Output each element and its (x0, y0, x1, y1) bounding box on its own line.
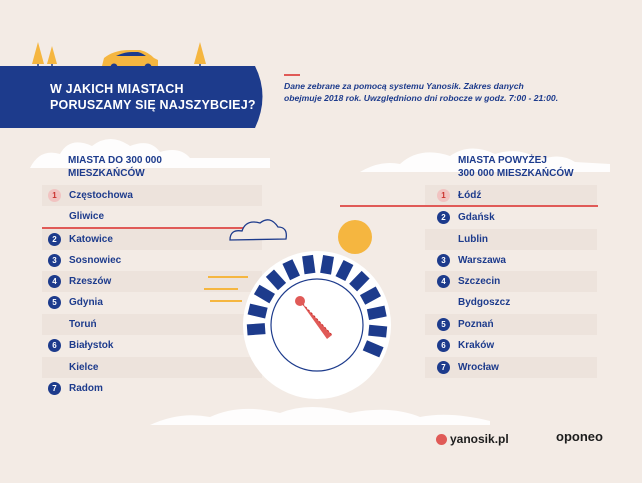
yanosik-logo: yanosik.pl (436, 432, 509, 446)
rank-badge: 7 (437, 361, 450, 374)
page-title-line2: PORUSZAMY SIĘ NAJSZYBCIEJ? (50, 98, 256, 112)
right-highlight-line (340, 205, 598, 207)
left-row-4: 3 Sosnowiec (42, 250, 262, 271)
speedometer-illustration (204, 219, 391, 399)
right-row-9: 7 Wrocław (425, 357, 597, 378)
data-source-note-line2: obejmuje 2018 rok. Uwzględniono dni robo… (284, 93, 559, 103)
right-row-4: 3 Warszawa (425, 250, 597, 271)
city-name: Bydgoszcz (458, 297, 511, 308)
city-name: Częstochowa (69, 190, 133, 201)
right-row-7: 5 Poznań (425, 314, 597, 335)
left-highlight-line (42, 227, 264, 229)
rank-badge: 4 (48, 275, 61, 288)
city-name: Kraków (458, 340, 495, 351)
yanosik-logo-text: yanosik.pl (450, 432, 509, 446)
city-name: Łódź (458, 190, 482, 201)
city-name: Białystok (69, 340, 114, 351)
right-row-2: 2 Gdańsk (425, 207, 597, 228)
rank-badge: 1 (48, 189, 61, 202)
city-name: Wrocław (458, 362, 499, 373)
rank-badge: 6 (48, 339, 61, 352)
left-row-2: Gliwice (42, 206, 262, 227)
rank-badge: 3 (437, 254, 450, 267)
right-row-5: 4 Szczecin (425, 271, 597, 292)
gauge-tick (247, 303, 268, 319)
left-row-9: Kielce (42, 357, 262, 378)
rank-badge: 6 (437, 339, 450, 352)
rank-badge: 3 (48, 254, 61, 267)
gauge-tick (366, 305, 387, 321)
gauge-tick (246, 323, 266, 336)
rank-badge: 7 (48, 382, 61, 395)
gauge-tick (335, 260, 354, 282)
rank-badge: 5 (48, 296, 61, 309)
gauge-tick (359, 286, 382, 305)
left-row-5: 4 Rzeszów (42, 271, 262, 292)
right-column-heading-line1: MIASTA POWYŻEJ (458, 155, 547, 166)
left-row-6: 5 Gdynia (42, 292, 262, 313)
city-name: Katowice (69, 234, 113, 245)
city-name: Lublin (458, 234, 488, 245)
city-name: Radom (69, 383, 103, 394)
note-accent-bar (284, 74, 300, 76)
left-row-3: 2 Katowice (42, 229, 262, 250)
gauge-tick (282, 259, 300, 281)
right-column-heading: MIASTA POWYŻEJ 300 000 MIESZKAŃCÓW (458, 154, 574, 180)
right-row-1: 1 Łódź (425, 185, 597, 206)
data-source-note: Dane zebrane za pomocą systemu Yanosik. … (284, 80, 574, 104)
gauge-tick (253, 284, 275, 304)
city-name: Gliwice (69, 211, 105, 222)
right-row-3: Lublin (425, 229, 597, 250)
left-row-1: 1 Częstochowa (42, 185, 262, 206)
city-name: Szczecin (458, 276, 501, 287)
city-name: Gdynia (69, 297, 103, 308)
gauge-ticks (246, 254, 388, 358)
city-name: Warszawa (458, 255, 506, 266)
left-column-heading: MIASTA DO 300 000 MIESZKAŃCÓW (68, 154, 162, 180)
gauge-tick (302, 254, 316, 275)
right-row-8: 6 Kraków (425, 335, 597, 356)
gauge-tick (265, 269, 287, 291)
rank-badge: 4 (437, 275, 450, 288)
cloud-background-left (30, 139, 270, 168)
city-name: Sosnowiec (69, 255, 122, 266)
oponeo-logo: oponeo (556, 429, 603, 444)
left-column-heading-line1: MIASTA DO 300 000 (68, 155, 162, 166)
rank-badge: 2 (437, 211, 450, 224)
title-banner (0, 66, 263, 128)
city-name: Gdańsk (458, 212, 495, 223)
city-name: Toruń (69, 319, 97, 330)
gauge-tick (362, 340, 384, 358)
right-row-6: Bydgoszcz (425, 292, 597, 313)
rank-badge: 2 (48, 233, 61, 246)
page-title-line1: W JAKICH MIASTACH (50, 82, 184, 96)
cloud-background-right (360, 148, 610, 172)
city-name: Rzeszów (69, 276, 112, 287)
left-row-10: 7 Radom (42, 378, 262, 399)
data-source-note-line1: Dane zebrane za pomocą systemu Yanosik. … (284, 81, 524, 91)
right-column-heading-line2: 300 000 MIESZKAŃCÓW (458, 168, 574, 179)
gauge-tick (320, 255, 334, 275)
rank-badge: 5 (437, 318, 450, 331)
left-column-heading-line2: MIESZKAŃCÓW (68, 168, 145, 179)
gauge-tick (368, 324, 388, 338)
left-row-8: 6 Białystok (42, 335, 262, 356)
city-name: Kielce (69, 362, 99, 373)
left-row-7: Toruń (42, 314, 262, 335)
yanosik-logo-icon (436, 433, 447, 445)
rank-badge: 1 (437, 189, 450, 202)
cloud-background-bottom (150, 407, 490, 425)
city-name: Poznań (458, 319, 494, 330)
gauge-tick (349, 270, 370, 292)
